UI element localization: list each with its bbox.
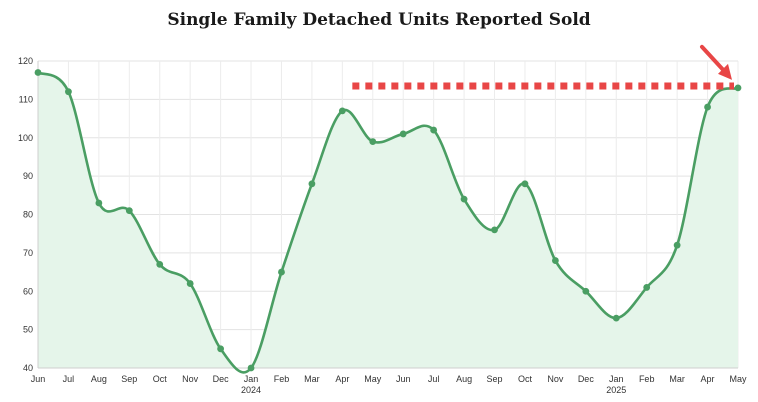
x-tick-label: Jan xyxy=(244,374,259,384)
annotation-arrow-shaft xyxy=(700,44,727,74)
y-tick-label: 50 xyxy=(23,325,33,335)
x-tick-label: May xyxy=(364,374,382,384)
x-tick-label: Apr xyxy=(701,374,715,384)
series-area-fill xyxy=(38,72,738,368)
x-tick-label: Jul xyxy=(63,374,75,384)
data-point xyxy=(673,241,681,249)
annotation-arrow-head xyxy=(718,63,732,80)
y-tick-label: 90 xyxy=(23,171,33,181)
data-point xyxy=(278,268,285,276)
x-tick-label: Apr xyxy=(335,374,349,384)
data-point xyxy=(704,103,711,111)
y-tick-label: 40 xyxy=(23,363,33,373)
x-tick-label: Feb xyxy=(639,374,655,384)
x-tick-label: Dec xyxy=(213,374,230,384)
x-tick-label: Sep xyxy=(121,374,137,384)
data-point xyxy=(491,226,498,234)
x-tick-label: Sep xyxy=(487,374,503,384)
data-point xyxy=(34,69,42,76)
data-point xyxy=(247,364,255,372)
data-point xyxy=(217,345,225,353)
x-tick-label: Aug xyxy=(456,374,472,384)
x-tick-label: Jun xyxy=(31,374,46,384)
x-tick-label: Oct xyxy=(518,374,533,384)
x-tick-label: Jul xyxy=(428,374,440,384)
x-tick-label: Aug xyxy=(91,374,107,384)
data-point xyxy=(308,180,316,188)
y-tick-label: 120 xyxy=(18,56,33,66)
x-year-label: 2024 xyxy=(241,385,261,395)
x-tick-label: Jun xyxy=(396,374,411,384)
y-tick-label: 100 xyxy=(18,133,33,143)
chart-title: Single Family Detached Units Reported So… xyxy=(167,10,591,30)
x-tick-label: Jan xyxy=(609,374,624,384)
y-tick-label: 70 xyxy=(23,248,33,258)
data-point xyxy=(734,84,742,92)
data-point xyxy=(551,257,559,264)
data-point xyxy=(430,126,438,134)
x-year-label: 2025 xyxy=(606,385,626,395)
data-point xyxy=(156,260,164,268)
x-tick-label: May xyxy=(729,374,747,384)
y-tick-label: 80 xyxy=(23,210,33,220)
x-tick-label: Dec xyxy=(578,374,595,384)
data-point xyxy=(582,287,590,295)
x-tick-label: Nov xyxy=(547,374,564,384)
data-point xyxy=(95,199,103,207)
data-point xyxy=(65,88,72,96)
x-tick-label: Mar xyxy=(669,374,685,384)
x-tick-label: Feb xyxy=(274,374,290,384)
data-point xyxy=(125,207,133,215)
y-tick-label: 110 xyxy=(19,94,33,104)
data-point xyxy=(399,130,407,138)
data-point xyxy=(612,314,620,322)
x-tick-label: Nov xyxy=(182,374,199,384)
x-tick-label: Mar xyxy=(304,374,320,384)
data-point xyxy=(369,138,377,145)
data-point xyxy=(338,107,346,115)
y-tick-label: 60 xyxy=(23,286,33,296)
data-point xyxy=(186,280,194,287)
x-tick-label: Oct xyxy=(153,374,168,384)
data-point xyxy=(521,180,529,188)
data-point xyxy=(460,195,468,203)
axes: 40 50 60 70 80 90 100 110 120 Jun Jul Aug Sep Oct Nov D… xyxy=(18,56,747,395)
data-point xyxy=(643,284,651,291)
